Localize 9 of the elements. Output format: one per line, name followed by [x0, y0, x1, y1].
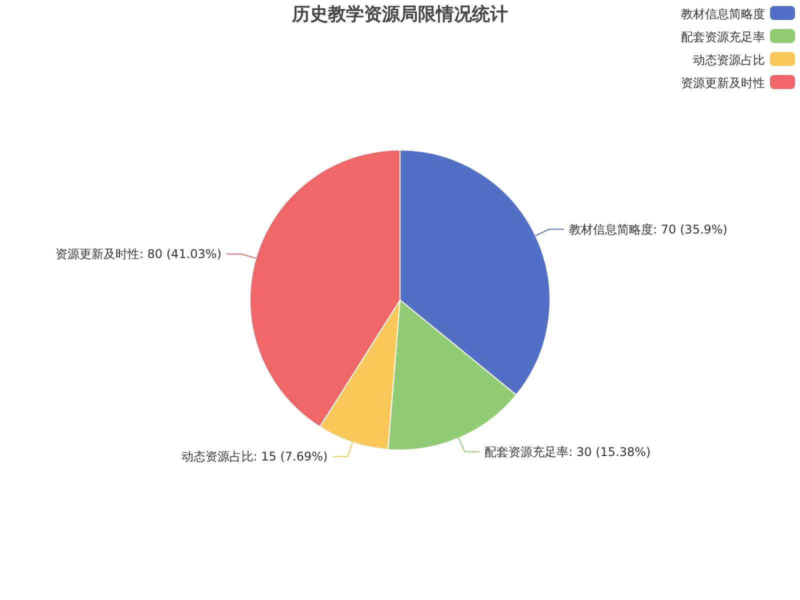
legend-label: 资源更新及时性 — [681, 76, 765, 90]
category-label: 资源更新及时性: 80 (41.03%) — [55, 247, 222, 262]
category-label: 配套资源充足率: 30 (15.38%) — [484, 444, 651, 459]
category-label: 动态资源占比: 15 (7.69%) — [181, 450, 328, 464]
legend-label: 配套资源充足率 — [681, 30, 765, 44]
chart-title: 历史教学资源局限情况统计 — [291, 4, 508, 25]
legend-label: 教材信息简略度 — [681, 7, 765, 21]
legend-label: 动态资源占比 — [693, 53, 765, 67]
category-label: 教材信息简略度: 70 (35.9%) — [569, 222, 728, 236]
